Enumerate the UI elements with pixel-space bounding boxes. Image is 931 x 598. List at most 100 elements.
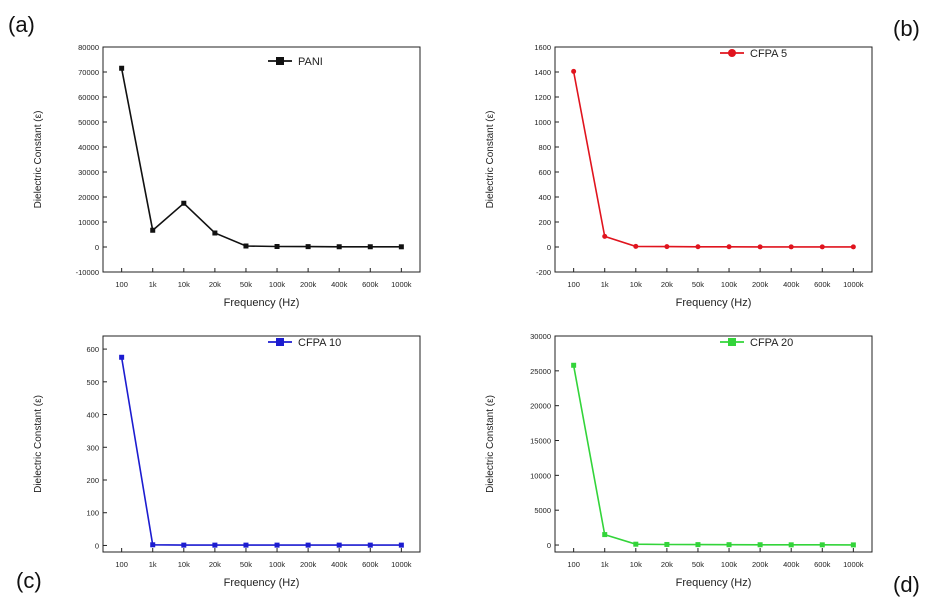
x-axis-label: Frequency (Hz)	[676, 297, 752, 309]
y-tick-label: 15000	[530, 437, 551, 446]
data-point	[664, 541, 670, 547]
y-tick-label: 100	[86, 509, 99, 518]
y-tick-label: 10000	[78, 218, 99, 227]
data-point	[336, 542, 342, 548]
data-point	[305, 542, 311, 548]
legend-marker	[276, 338, 284, 346]
data-point	[819, 542, 825, 548]
x-tick-label: 600k	[362, 280, 379, 289]
y-tick-label: 80000	[78, 43, 99, 52]
y-tick-label: 25000	[530, 367, 551, 376]
y-tick-label: 1400	[534, 68, 551, 77]
x-tick-label: 200k	[752, 280, 769, 289]
plot-frame	[102, 46, 421, 273]
x-tick-label: 400k	[783, 560, 800, 569]
y-tick-label: 70000	[78, 68, 99, 77]
x-tick-label: 1000k	[843, 560, 864, 569]
x-tick-label: 10k	[178, 560, 190, 569]
y-tick-label: 400	[86, 411, 99, 420]
data-point	[181, 200, 187, 206]
data-point	[850, 542, 856, 548]
data-point	[150, 542, 156, 548]
x-tick-label: 10k	[630, 280, 642, 289]
data-point	[602, 233, 608, 239]
x-tick-label: 20k	[209, 280, 221, 289]
x-tick-label: 1k	[601, 560, 609, 569]
y-tick-label: 1600	[534, 43, 551, 52]
data-point	[571, 68, 577, 74]
x-tick-label: 10k	[630, 560, 642, 569]
x-tick-label: 100	[567, 280, 580, 289]
x-tick-label: 100	[567, 560, 580, 569]
data-point	[757, 542, 763, 548]
y-tick-label: 40000	[78, 143, 99, 152]
x-tick-label: 200k	[300, 560, 317, 569]
panel-letter-d: (d)	[893, 572, 920, 597]
data-point	[243, 243, 249, 249]
data-point	[367, 244, 373, 250]
data-point	[181, 542, 187, 548]
x-tick-label: 1k	[149, 280, 157, 289]
legend-label: PANI	[298, 56, 323, 68]
x-tick-label: 50k	[240, 560, 252, 569]
x-tick-label: 600k	[362, 560, 379, 569]
y-tick-label: 1200	[534, 93, 551, 102]
plot-frame	[554, 335, 873, 553]
y-tick-label: 500	[86, 378, 99, 387]
y-tick-label: 0	[547, 541, 551, 550]
data-point	[788, 244, 794, 250]
data-point	[695, 542, 701, 548]
data-point	[274, 542, 280, 548]
data-point	[571, 362, 577, 368]
y-axis-label: Dielectric Constant (ε)	[485, 111, 496, 209]
legend-marker	[276, 57, 284, 65]
y-tick-label: 400	[538, 193, 551, 202]
y-tick-label: 1000	[534, 118, 551, 127]
data-point	[757, 244, 763, 250]
data-point	[119, 65, 125, 71]
x-tick-label: 100k	[269, 280, 286, 289]
x-tick-label: 50k	[240, 280, 252, 289]
legend-label: CFPA 20	[750, 337, 793, 349]
y-tick-label: 20000	[530, 402, 551, 411]
data-point	[150, 227, 156, 233]
legend-marker	[728, 49, 736, 57]
x-tick-label: 1000k	[391, 560, 412, 569]
data-point	[726, 244, 732, 250]
x-tick-label: 200k	[752, 560, 769, 569]
x-axis-label: Frequency (Hz)	[676, 577, 752, 589]
y-tick-label: 0	[95, 243, 99, 252]
data-point	[243, 542, 249, 548]
legend-label: CFPA 10	[298, 337, 341, 349]
y-tick-label: 600	[86, 345, 99, 354]
panel-letter-b: (b)	[893, 16, 920, 41]
x-tick-label: 20k	[661, 280, 673, 289]
data-point	[819, 244, 825, 250]
y-tick-label: 200	[86, 476, 99, 485]
series-line-cfpa-5	[572, 71, 854, 248]
data-point	[212, 230, 218, 236]
x-tick-label: 100k	[269, 560, 286, 569]
x-tick-label: 100	[115, 560, 128, 569]
y-tick-label: 60000	[78, 93, 99, 102]
series-line-pani	[120, 68, 402, 248]
data-point	[212, 542, 218, 548]
data-point	[633, 541, 639, 547]
data-point	[305, 244, 311, 250]
data-point	[602, 532, 608, 538]
plot-frame	[554, 46, 873, 273]
y-tick-label: 30000	[530, 332, 551, 341]
y-tick-label: 50000	[78, 118, 99, 127]
y-tick-label: 800	[538, 143, 551, 152]
y-tick-label: 20000	[78, 193, 99, 202]
y-tick-label: 5000	[534, 506, 551, 515]
x-tick-label: 10k	[178, 280, 190, 289]
legend-label: CFPA 5	[750, 48, 787, 60]
x-tick-label: 200k	[300, 280, 317, 289]
x-tick-label: 400k	[331, 280, 348, 289]
